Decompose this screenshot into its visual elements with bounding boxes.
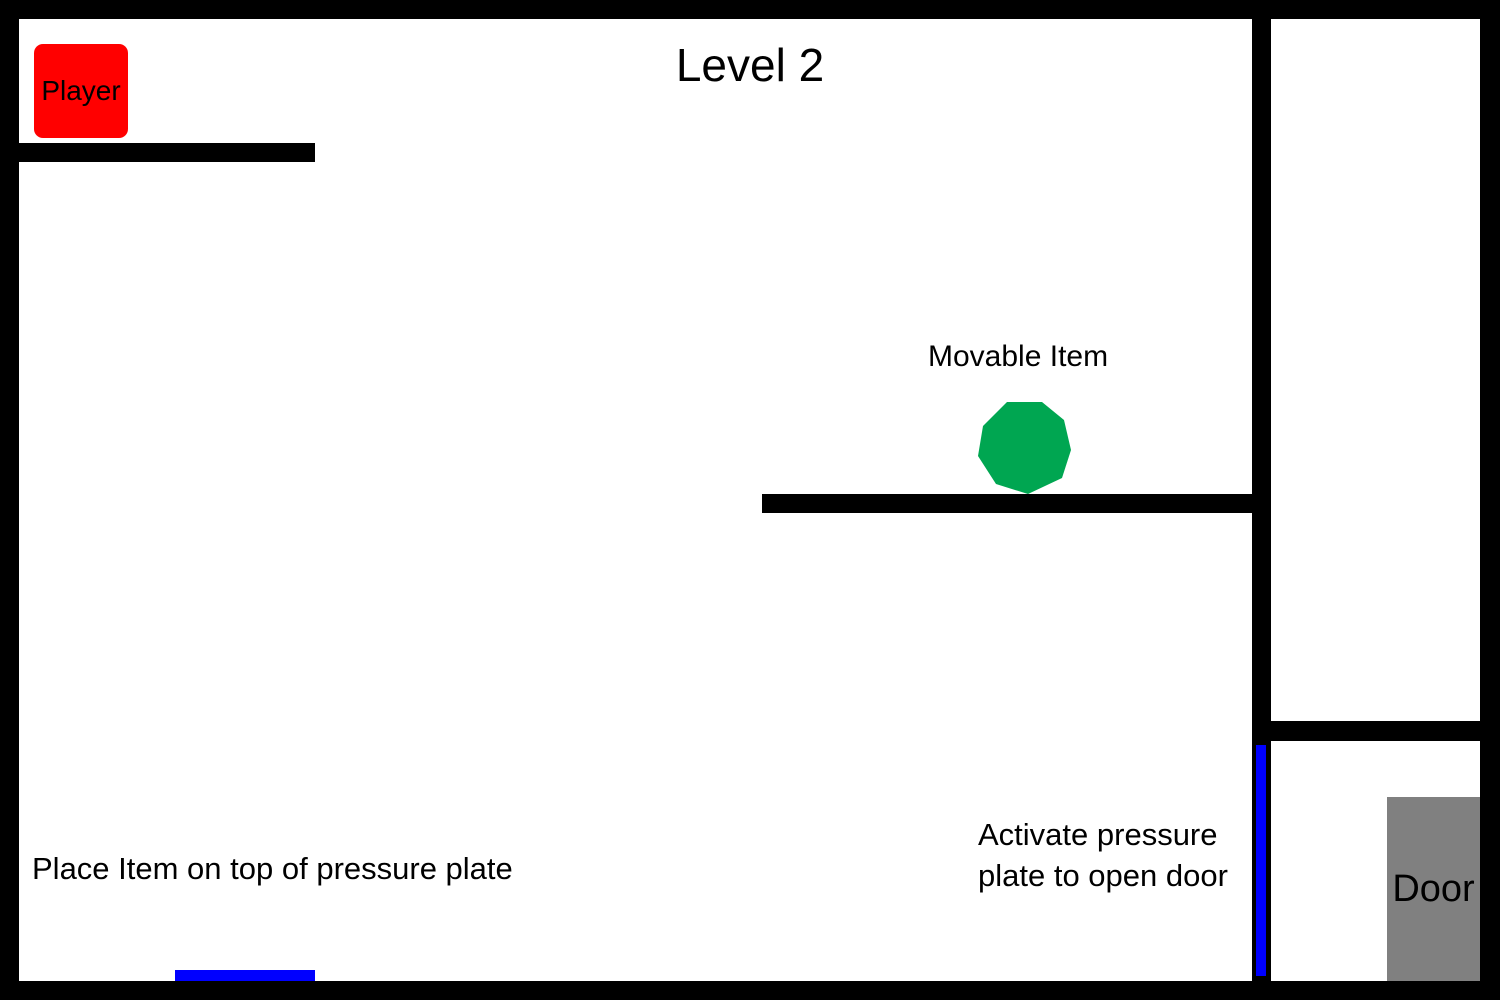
hint-place-item: Place Item on top of pressure plate bbox=[32, 851, 513, 887]
player-character[interactable]: Player bbox=[34, 44, 128, 138]
wall-door-barrier bbox=[1256, 745, 1266, 976]
hint-activate-plate: Activate pressure plate to open door bbox=[978, 814, 1248, 896]
middle-ledge bbox=[762, 494, 1262, 513]
top-left-ledge bbox=[19, 143, 315, 162]
level-title: Level 2 bbox=[0, 38, 1500, 92]
movable-item-shape[interactable] bbox=[978, 402, 1071, 494]
door-label: Door bbox=[1392, 868, 1474, 911]
movable-item-octagon-icon[interactable] bbox=[976, 400, 1072, 496]
exit-door[interactable]: Door bbox=[1387, 797, 1480, 981]
hint-activate-line2: plate to open door bbox=[978, 855, 1248, 896]
floor-pressure-plate[interactable] bbox=[175, 970, 315, 981]
hint-activate-line1: Activate pressure bbox=[978, 814, 1248, 855]
upper-side-room bbox=[1271, 19, 1480, 721]
player-label: Player bbox=[41, 75, 120, 107]
movable-item-label: Movable Item bbox=[928, 340, 1108, 374]
